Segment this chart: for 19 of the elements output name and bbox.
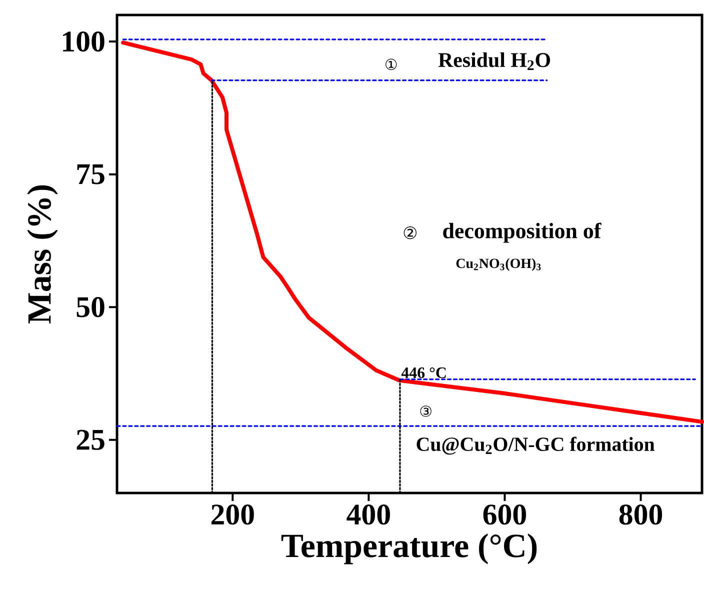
x-tick-label: 800 — [619, 504, 662, 525]
annotation: Cu@Cu$_{2}$O/N-GC formation — [416, 436, 655, 455]
annotation: ③ — [420, 406, 432, 417]
x-tick-label: 400 — [346, 504, 390, 525]
annotation: Cu$_{2}$NO$_{3}$(OH)$_{3}$ — [456, 258, 541, 271]
annotation: ① — [386, 58, 397, 70]
annotation: Residul H$_{2}$O — [438, 52, 550, 70]
line-series — [121, 40, 704, 424]
y-tick-label: 75 — [77, 164, 104, 184]
y-axis-title: Mass (%) — [27, 185, 58, 324]
annotation: decomposition of — [443, 222, 602, 243]
annotation: 446 °C — [401, 367, 446, 378]
x-tick-label: 600 — [483, 504, 526, 525]
x-axis-title: Temperature (°C) — [281, 534, 537, 564]
x-tick-label: 200 — [211, 504, 254, 525]
annotation: ② — [404, 226, 417, 240]
y-tick-label: 50 — [76, 297, 104, 318]
y-tick-label: 100 — [63, 31, 104, 52]
y-tick-label: 25 — [76, 430, 104, 450]
